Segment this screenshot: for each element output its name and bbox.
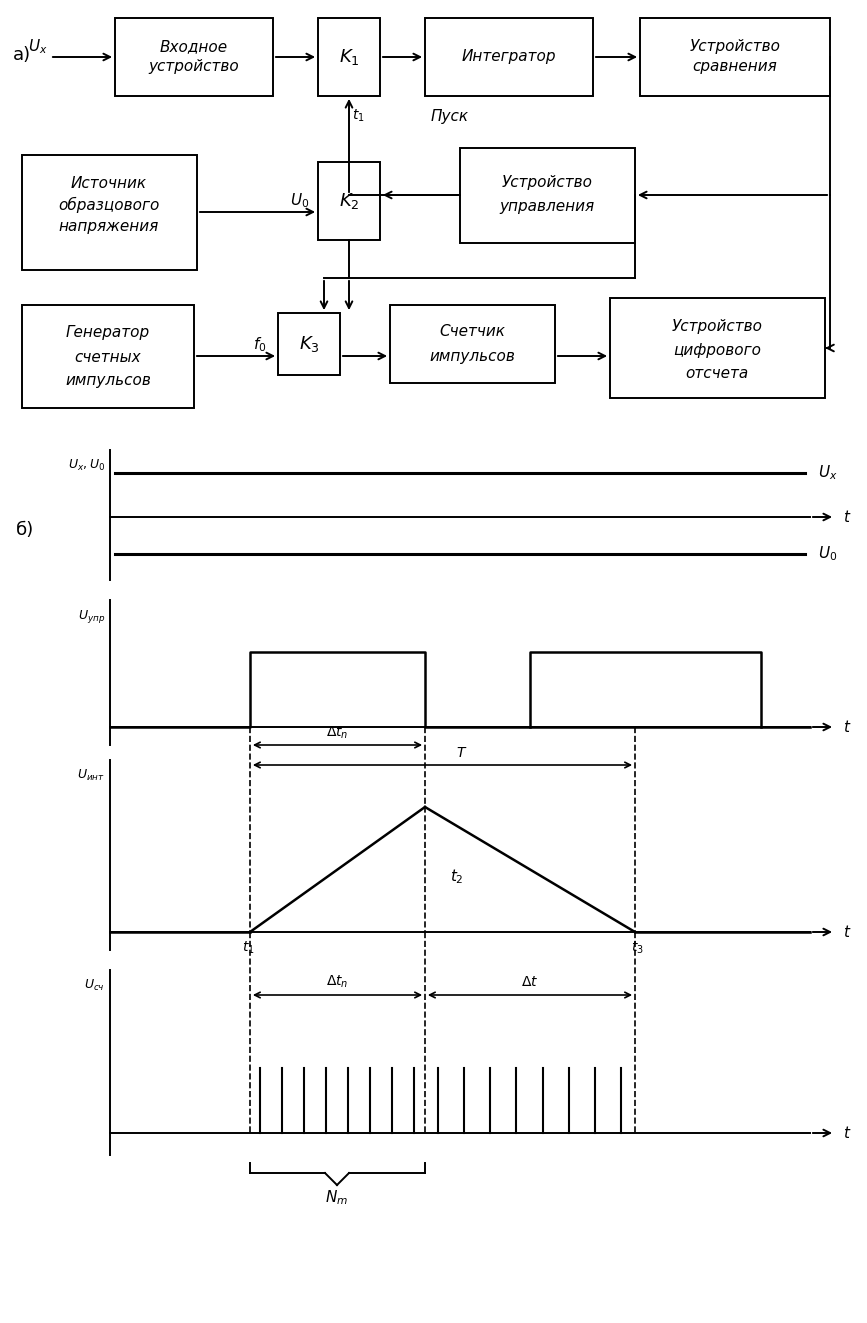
Text: Пуск: Пуск (431, 108, 469, 123)
FancyBboxPatch shape (318, 19, 380, 97)
Text: Устройство: Устройство (501, 176, 592, 191)
Text: $U_0$: $U_0$ (290, 192, 310, 210)
Text: Устройство: Устройство (689, 40, 780, 54)
Text: $K_1$: $K_1$ (339, 48, 359, 67)
Text: устройство: устройство (148, 60, 239, 74)
Text: а): а) (13, 46, 31, 64)
Text: импульсов: импульсов (429, 348, 515, 364)
Text: управления: управления (499, 200, 595, 214)
FancyBboxPatch shape (278, 314, 340, 374)
Text: $\Delta t_n$: $\Delta t_n$ (326, 725, 349, 741)
Text: счетных: счетных (75, 349, 141, 365)
Text: $f_0$: $f_0$ (253, 336, 267, 355)
Text: $t$: $t$ (843, 509, 851, 525)
Text: $K_2$: $K_2$ (339, 191, 359, 210)
Text: $T$: $T$ (456, 746, 467, 759)
Text: $\Delta t$: $\Delta t$ (521, 975, 538, 990)
Text: $U_{упр}$: $U_{упр}$ (78, 609, 105, 624)
Text: сравнения: сравнения (693, 60, 778, 74)
Text: напряжения: напряжения (59, 220, 160, 234)
Text: $t$: $t$ (843, 923, 851, 941)
Text: б): б) (16, 521, 34, 538)
FancyBboxPatch shape (22, 306, 194, 407)
Text: импульсов: импульсов (65, 373, 151, 389)
Text: Интегратор: Интегратор (462, 49, 557, 65)
FancyBboxPatch shape (318, 161, 380, 239)
Text: $t_3$: $t_3$ (630, 939, 643, 957)
Text: Устройство: Устройство (672, 319, 762, 333)
Text: $N_m$: $N_m$ (325, 1188, 349, 1208)
FancyBboxPatch shape (610, 298, 825, 398)
Text: $K_3$: $K_3$ (298, 333, 319, 355)
Text: $U_x$: $U_x$ (818, 463, 838, 483)
Text: $U_x$: $U_x$ (29, 37, 48, 57)
Text: $t_1$: $t_1$ (242, 939, 254, 957)
Text: цифрового: цифрового (673, 343, 761, 357)
Text: образцового: образцового (58, 197, 160, 213)
Text: $t_2$: $t_2$ (450, 868, 464, 886)
Text: отсчета: отсчета (686, 366, 748, 381)
Text: $U_0$: $U_0$ (818, 545, 838, 564)
Text: $U_{инт}$: $U_{инт}$ (77, 767, 105, 783)
Text: $t_1$: $t_1$ (352, 107, 364, 124)
Text: $U_{сч}$: $U_{сч}$ (84, 978, 105, 994)
Text: Источник: Источник (71, 176, 147, 191)
FancyBboxPatch shape (22, 155, 197, 270)
FancyBboxPatch shape (390, 306, 555, 382)
Text: Генератор: Генератор (66, 325, 150, 340)
Text: Счетчик: Счетчик (439, 324, 505, 340)
Text: $t$: $t$ (843, 718, 851, 736)
Text: $\Delta t_n$: $\Delta t_n$ (326, 974, 349, 990)
FancyBboxPatch shape (425, 19, 593, 97)
FancyBboxPatch shape (115, 19, 273, 97)
Text: $U_x,U_0$: $U_x,U_0$ (68, 458, 105, 474)
Text: Входное: Входное (160, 40, 228, 54)
FancyBboxPatch shape (460, 148, 635, 243)
Text: $t$: $t$ (843, 1125, 851, 1140)
FancyBboxPatch shape (640, 19, 830, 97)
